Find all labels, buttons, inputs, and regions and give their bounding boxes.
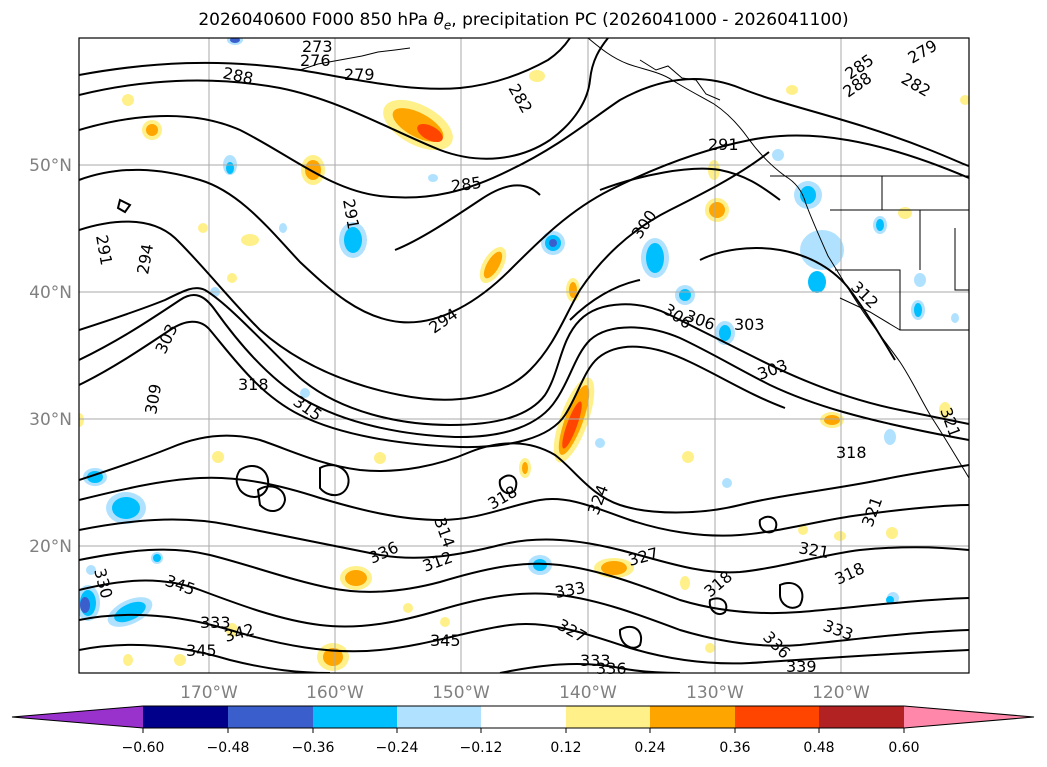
- contour-label: 279: [344, 65, 375, 84]
- lat-label-20n: 20°N: [29, 537, 72, 557]
- colorbar-segment: [819, 706, 904, 728]
- colorbar-segment: [397, 706, 481, 728]
- colorbar-segment: [228, 706, 313, 728]
- contour-label: 291: [708, 135, 739, 154]
- coastline-outline: [299, 38, 969, 479]
- contour-labels: 273 276 279 288 282 285 288 282 279 291 …: [90, 36, 964, 678]
- colorbar-tick-label: −0.60: [122, 740, 165, 756]
- colorbar-tick-label: 0.36: [719, 740, 750, 756]
- contour-label: 312: [847, 277, 882, 312]
- lat-label-40n: 40°N: [29, 283, 72, 303]
- precipitation-shading: [79, 38, 969, 671]
- latitude-labels: 50°N 40°N 30°N 20°N: [29, 156, 72, 557]
- contour-label: 300: [628, 206, 661, 242]
- contour-label: 345: [430, 631, 461, 650]
- theta-e-contours: [79, 38, 969, 673]
- gridlines: [79, 38, 969, 673]
- colorbar-segment: [904, 706, 1034, 728]
- colorbar-segment: [650, 706, 735, 728]
- colorbar-segment: [313, 706, 397, 728]
- contour-label: 291: [92, 233, 116, 266]
- contour-label: 321: [858, 494, 886, 529]
- contour-label: 318: [836, 443, 867, 462]
- colorbar-tick-label: 0.12: [550, 740, 581, 756]
- contour-label: 294: [133, 242, 157, 275]
- colorbar-tick-label: −0.12: [460, 740, 503, 756]
- contour-label: 312: [420, 547, 455, 575]
- colorbar-tick-label: 0.48: [803, 740, 834, 756]
- contour-label: 336: [366, 537, 402, 567]
- contour-label: 318: [238, 375, 269, 394]
- lon-label-140w: 140°W: [559, 683, 617, 703]
- contour-label: 327: [626, 544, 660, 570]
- contour-label: 273: [302, 37, 333, 56]
- contour-label: 318: [832, 558, 868, 588]
- contour-label: 333: [580, 651, 611, 670]
- colorbar-tick-label: 0.24: [634, 740, 665, 756]
- contour-label: 333: [821, 616, 856, 644]
- colorbar-segment: [735, 706, 819, 728]
- colorbar-segment: [481, 706, 566, 728]
- contour-label: 276: [300, 51, 331, 70]
- contour-label: 333: [200, 613, 231, 632]
- colorbar-segment: [566, 706, 650, 728]
- lat-label-30n: 30°N: [29, 410, 72, 430]
- contour-label: 309: [141, 382, 165, 415]
- colorbar-segment: [12, 706, 143, 728]
- precip-blob-gulf-alaska: [383, 99, 453, 151]
- contour-label: 279: [905, 36, 941, 68]
- contour-label: 321: [797, 538, 830, 562]
- colorbar-tick-label: −0.24: [376, 740, 419, 756]
- precip-blob-negative: [79, 38, 959, 627]
- lat-label-50n: 50°N: [29, 156, 72, 176]
- lon-label-150w: 150°W: [432, 683, 490, 703]
- contour-label: 336: [596, 659, 627, 678]
- contour-label: 291: [339, 197, 363, 230]
- contour-label: 327: [554, 615, 590, 647]
- contour-label: 345: [186, 641, 217, 660]
- contour-label: 339: [786, 657, 817, 676]
- lon-label-160w: 160°W: [306, 683, 364, 703]
- colorbar-tick-label: 0.60: [888, 740, 919, 756]
- contour-label: 315: [290, 392, 326, 425]
- lon-label-120w: 120°W: [812, 683, 870, 703]
- colorbar: −0.60 −0.48 −0.36 −0.24 −0.12 0.12 0.24 …: [11, 705, 1035, 756]
- colorbar-tick-label: −0.36: [292, 740, 335, 756]
- contour-label: 285: [450, 173, 483, 196]
- lon-label-170w: 170°W: [180, 683, 238, 703]
- precip-blob-subtropical-band: [553, 377, 595, 463]
- contour-label: 306: [683, 306, 718, 334]
- contour-label: 282: [898, 69, 934, 101]
- contour-label: 345: [163, 571, 198, 599]
- map-frame: [78, 37, 970, 674]
- lon-label-130w: 130°W: [686, 683, 744, 703]
- colorbar-tick-label: −0.48: [207, 740, 250, 756]
- contour-label: 288: [221, 63, 255, 88]
- longitude-labels: 170°W 160°W 150°W 140°W 130°W 120°W: [180, 683, 870, 703]
- contour-label: 282: [505, 81, 537, 117]
- contour-label: 303: [734, 315, 765, 334]
- colorbar-segment: [143, 706, 228, 728]
- map-title: 2026040600 F000 850 hPa θe, precipitatio…: [198, 10, 849, 33]
